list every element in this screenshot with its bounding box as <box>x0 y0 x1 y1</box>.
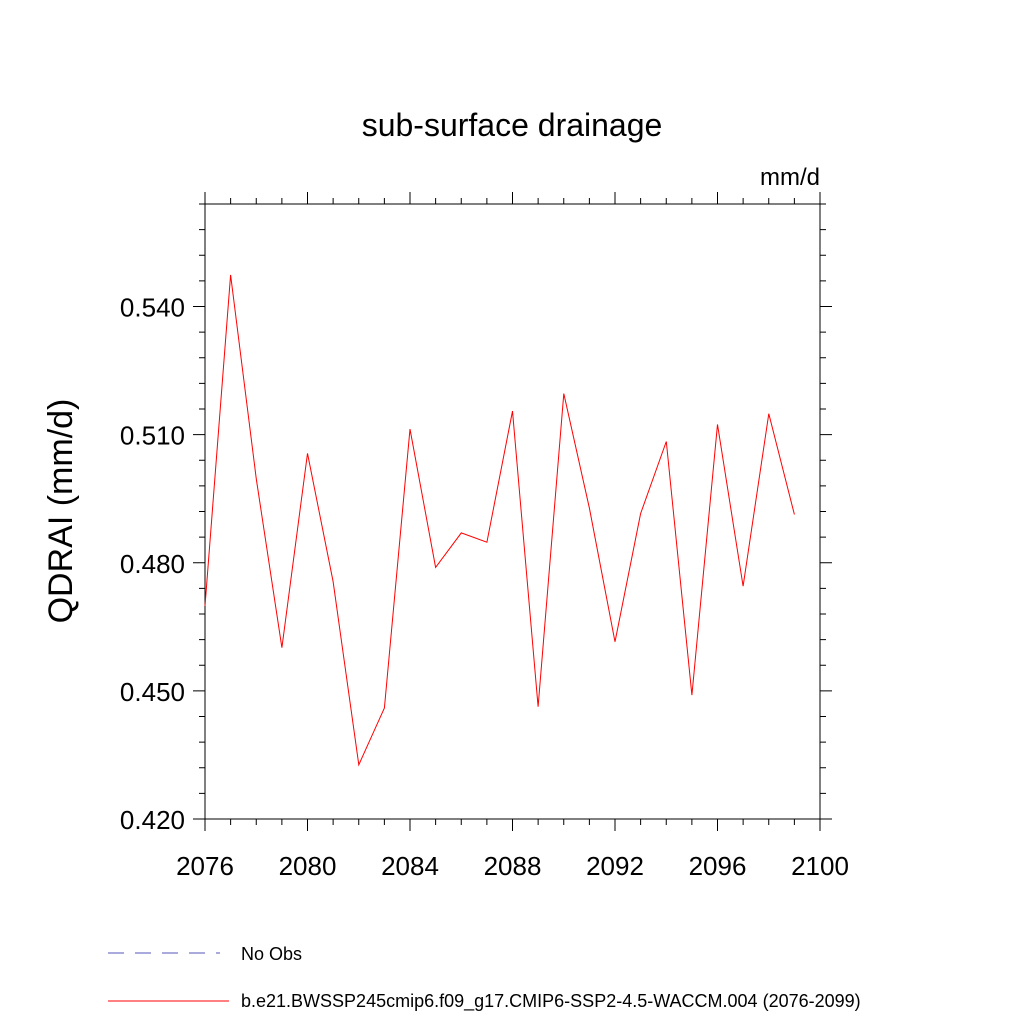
x-tick-labels: 2076 2080 2084 2088 2092 2096 2100 <box>176 851 849 881</box>
x-tick-label: 2096 <box>689 851 747 881</box>
legend-label-no-obs: No Obs <box>241 944 302 964</box>
x-tick-label: 2076 <box>176 851 234 881</box>
y-tick-labels: 0.420 0.450 0.480 0.510 0.540 <box>120 293 185 836</box>
y-tick-label: 0.540 <box>120 293 185 323</box>
y-tick-label: 0.450 <box>120 677 185 707</box>
x-tick-label: 2100 <box>791 851 849 881</box>
y-tick-label: 0.420 <box>120 805 185 835</box>
legend-label-model: b.e21.BWSSP245cmip6.f09_g17.CMIP6-SSP2-4… <box>241 991 861 1012</box>
y-axis-label: QDRAI (mm/d) <box>42 399 80 624</box>
y-tick-label: 0.510 <box>120 421 185 451</box>
x-tick-label: 2092 <box>586 851 644 881</box>
series-line-0 <box>204 274 795 767</box>
chart-title: sub-surface drainage <box>362 107 663 143</box>
units-label: mm/d <box>760 164 820 191</box>
y-tick-label: 0.480 <box>120 549 185 579</box>
x-tick-label: 2088 <box>484 851 542 881</box>
x-tick-label: 2080 <box>279 851 337 881</box>
plot-frame <box>204 203 821 820</box>
legend: No Obs b.e21.BWSSP245cmip6.f09_g17.CMIP6… <box>108 944 861 1012</box>
series-layer <box>204 274 795 767</box>
axis-ticks <box>193 192 832 831</box>
x-tick-label: 2084 <box>381 851 439 881</box>
